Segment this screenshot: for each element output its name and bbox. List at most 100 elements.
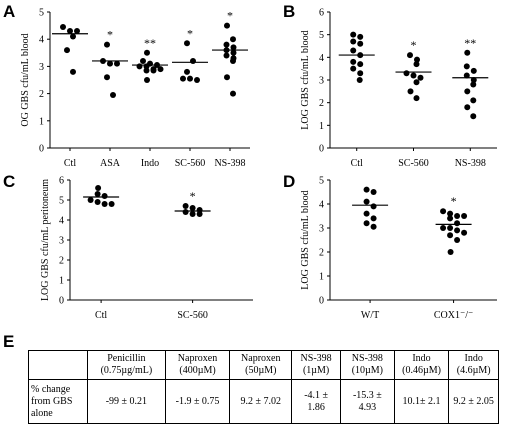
x-tick-label: W/T bbox=[361, 310, 379, 321]
data-point bbox=[470, 67, 477, 74]
data-point bbox=[190, 57, 196, 64]
data-point bbox=[464, 88, 471, 95]
x-tick-label: Indo bbox=[141, 158, 159, 169]
data-point bbox=[461, 229, 468, 236]
data-point bbox=[140, 57, 146, 64]
significance-marker: * bbox=[190, 189, 196, 203]
y-tick-label: 4 bbox=[39, 35, 44, 46]
y-tick-label: 2 bbox=[319, 248, 324, 259]
data-point bbox=[440, 225, 447, 231]
data-point bbox=[350, 31, 357, 38]
data-point bbox=[413, 79, 420, 86]
data-point bbox=[357, 61, 364, 68]
data-point bbox=[350, 58, 357, 65]
data-point bbox=[414, 56, 420, 63]
results-table: Penicillin (0.75µg/mL) Naproxen (400µM) … bbox=[28, 350, 499, 424]
y-axis-label: OG GBS cfu/mL blood bbox=[20, 33, 31, 126]
table-corner-cell bbox=[28, 350, 88, 380]
table-header-row: Penicillin (0.75µg/mL) Naproxen (400µM) … bbox=[28, 350, 499, 380]
data-point bbox=[440, 208, 447, 215]
y-tick-label: 4 bbox=[319, 53, 324, 64]
data-point bbox=[463, 63, 470, 70]
table-cell: -99 ± 0.21 bbox=[87, 379, 166, 424]
data-point bbox=[370, 223, 377, 230]
y-tick-label: 5 bbox=[39, 8, 44, 19]
data-point bbox=[363, 220, 370, 227]
data-point bbox=[64, 47, 70, 54]
y-tick-label: 1 bbox=[319, 272, 324, 283]
y-tick-label: 3 bbox=[319, 76, 324, 87]
y-axis-label: LOG GBS cfu/mL peritoneum bbox=[40, 179, 51, 301]
data-point bbox=[101, 201, 108, 207]
x-tick-label: Ctl bbox=[64, 158, 76, 169]
x-tick-label: NS-398 bbox=[455, 158, 486, 169]
y-tick-label: 0 bbox=[59, 296, 64, 307]
significance-marker: * bbox=[107, 28, 113, 42]
y-tick-label: 5 bbox=[59, 196, 64, 207]
y-tick-label: 1 bbox=[39, 116, 44, 127]
data-point bbox=[363, 198, 370, 205]
data-point bbox=[110, 91, 116, 98]
x-tick-label: Ctl bbox=[95, 310, 107, 321]
data-point bbox=[454, 213, 461, 219]
data-point bbox=[94, 199, 101, 205]
x-tick-label: SC-560 bbox=[398, 158, 429, 169]
y-tick-label: 6 bbox=[59, 176, 64, 187]
data-point bbox=[407, 88, 414, 95]
y-tick-label: 2 bbox=[59, 256, 64, 267]
y-tick-label: 0 bbox=[319, 144, 324, 155]
data-point bbox=[70, 68, 76, 75]
data-point bbox=[157, 66, 164, 73]
data-point bbox=[150, 67, 157, 74]
data-point bbox=[350, 38, 357, 45]
table-header-cell: Indo (0.46µM) bbox=[393, 350, 450, 380]
data-point bbox=[144, 49, 150, 56]
table-cell: -1.9 ± 0.75 bbox=[164, 379, 231, 424]
data-point bbox=[223, 41, 230, 48]
data-point bbox=[370, 215, 377, 222]
data-point bbox=[70, 33, 76, 40]
data-point bbox=[447, 232, 454, 239]
table-cell: -15.3 ± 4.93 bbox=[339, 379, 395, 424]
panel-letter-a: A bbox=[3, 2, 15, 21]
data-point bbox=[403, 70, 410, 77]
table-row: % change from GBS alone -99 ± 0.21 -1.9 … bbox=[28, 379, 499, 424]
data-point bbox=[461, 213, 468, 219]
data-point bbox=[470, 77, 477, 83]
data-point bbox=[184, 68, 190, 75]
table-row-label: % change from GBS alone bbox=[28, 379, 88, 424]
y-tick-label: 4 bbox=[319, 200, 324, 211]
table-cell: 9.2 ± 7.02 bbox=[229, 379, 293, 424]
y-tick-label: 5 bbox=[319, 176, 324, 187]
y-tick-label: 2 bbox=[319, 98, 324, 109]
significance-marker: * bbox=[187, 26, 193, 40]
significance-marker: * bbox=[227, 9, 233, 23]
x-tick-label: NS-398 bbox=[214, 158, 245, 169]
x-tick-label: SC-560 bbox=[177, 310, 208, 321]
data-point bbox=[114, 60, 120, 67]
data-point bbox=[74, 28, 80, 35]
y-tick-label: 3 bbox=[319, 224, 324, 235]
data-point bbox=[454, 220, 461, 227]
data-point bbox=[230, 90, 236, 97]
table-cell: 10.1± 2.1 bbox=[393, 379, 450, 424]
data-point bbox=[189, 211, 196, 217]
data-point bbox=[104, 41, 110, 48]
table-cell: -4.1 ± 1.86 bbox=[291, 379, 341, 424]
data-point bbox=[104, 74, 110, 81]
data-point bbox=[447, 249, 454, 255]
data-point bbox=[350, 65, 357, 72]
data-point bbox=[230, 44, 237, 51]
significance-marker: * bbox=[451, 194, 457, 208]
data-point bbox=[447, 225, 454, 231]
data-point bbox=[363, 186, 370, 193]
data-point bbox=[101, 193, 108, 199]
panel-letter-e: E bbox=[3, 332, 15, 351]
y-tick-label: 0 bbox=[39, 144, 44, 155]
y-tick-label: 3 bbox=[39, 62, 44, 73]
data-point bbox=[413, 61, 420, 68]
panel-letter-c: C bbox=[3, 172, 15, 191]
significance-marker: ** bbox=[464, 36, 476, 50]
data-point bbox=[470, 113, 477, 120]
